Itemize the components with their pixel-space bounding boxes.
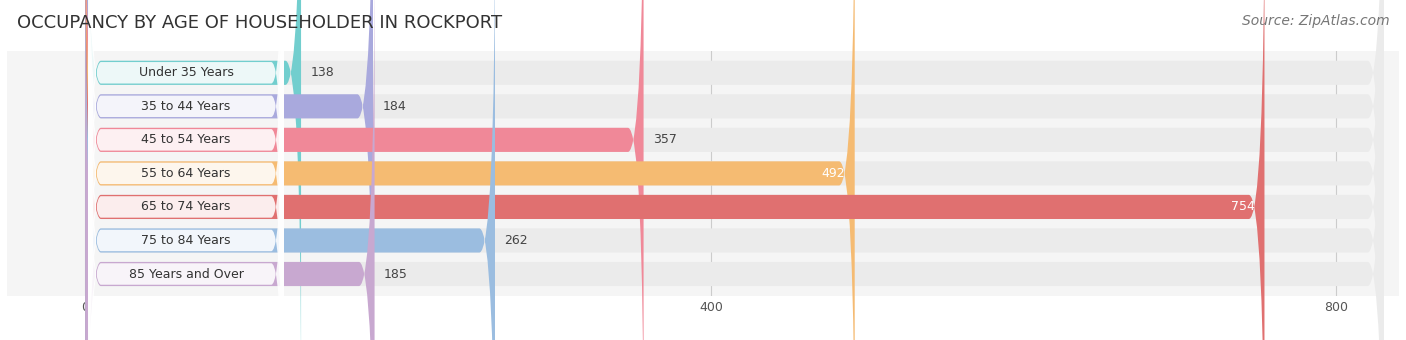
FancyBboxPatch shape (86, 0, 301, 340)
Text: 75 to 84 Years: 75 to 84 Years (142, 234, 231, 247)
FancyBboxPatch shape (86, 0, 1384, 340)
Text: 35 to 44 Years: 35 to 44 Years (142, 100, 231, 113)
Text: 138: 138 (311, 66, 335, 79)
FancyBboxPatch shape (89, 0, 284, 340)
Text: OCCUPANCY BY AGE OF HOUSEHOLDER IN ROCKPORT: OCCUPANCY BY AGE OF HOUSEHOLDER IN ROCKP… (17, 14, 502, 32)
FancyBboxPatch shape (86, 0, 373, 340)
Text: Source: ZipAtlas.com: Source: ZipAtlas.com (1241, 14, 1389, 28)
Text: 45 to 54 Years: 45 to 54 Years (142, 133, 231, 146)
Text: Under 35 Years: Under 35 Years (139, 66, 233, 79)
FancyBboxPatch shape (89, 0, 284, 340)
Text: 184: 184 (382, 100, 406, 113)
FancyBboxPatch shape (89, 0, 284, 330)
FancyBboxPatch shape (86, 0, 1384, 340)
Text: 65 to 74 Years: 65 to 74 Years (142, 201, 231, 214)
Text: 185: 185 (384, 268, 408, 280)
FancyBboxPatch shape (89, 0, 284, 340)
Text: 754: 754 (1232, 201, 1256, 214)
FancyBboxPatch shape (86, 0, 1264, 340)
FancyBboxPatch shape (89, 16, 284, 340)
FancyBboxPatch shape (89, 0, 284, 340)
FancyBboxPatch shape (86, 0, 1384, 340)
Text: 85 Years and Over: 85 Years and Over (129, 268, 243, 280)
FancyBboxPatch shape (86, 0, 1384, 340)
Text: 262: 262 (505, 234, 529, 247)
FancyBboxPatch shape (86, 0, 644, 340)
FancyBboxPatch shape (86, 0, 855, 340)
FancyBboxPatch shape (89, 0, 284, 340)
Text: 357: 357 (652, 133, 676, 146)
Text: 55 to 64 Years: 55 to 64 Years (142, 167, 231, 180)
FancyBboxPatch shape (86, 0, 374, 340)
FancyBboxPatch shape (86, 0, 1384, 340)
Text: 492: 492 (821, 167, 845, 180)
FancyBboxPatch shape (86, 0, 1384, 340)
FancyBboxPatch shape (86, 0, 1384, 340)
FancyBboxPatch shape (86, 0, 495, 340)
